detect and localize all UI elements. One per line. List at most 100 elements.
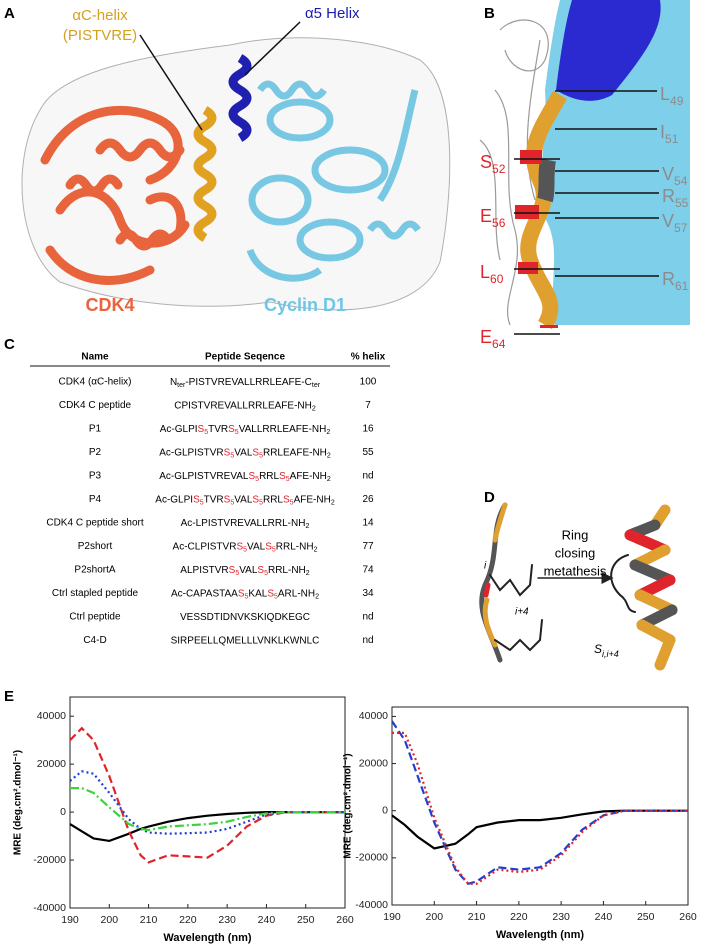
base-text: S — [265, 541, 272, 552]
subscript: 51 — [665, 132, 679, 146]
peptide-helix — [520, 91, 567, 330]
panel-label: B — [484, 5, 495, 22]
y-tick-label: 0 — [382, 804, 388, 816]
base-text: S — [248, 471, 255, 482]
subscript: 5 — [286, 476, 290, 483]
base-text: S — [224, 494, 231, 505]
subscript: 2 — [326, 429, 330, 436]
table-name: P2 — [89, 447, 102, 458]
subscript: 64 — [492, 337, 506, 351]
table-helix: nd — [362, 471, 373, 482]
table-helix: 14 — [362, 518, 374, 529]
subscript: 2 — [315, 594, 319, 601]
x-tick-label: 220 — [510, 911, 528, 923]
sequence-text: VAL — [234, 494, 253, 505]
residue-label: I51 — [660, 122, 679, 146]
cyclin-ribbon — [246, 80, 421, 282]
x-tick-label: 190 — [61, 914, 79, 926]
subscript: 49 — [670, 94, 684, 108]
base-text: S — [480, 152, 492, 172]
subscript: 5 — [272, 547, 276, 554]
sequence-text: RRL-N — [276, 541, 307, 552]
subscript: 5 — [255, 476, 259, 483]
sequence-text: VESSDTIDNVKSKIQDKEGC — [180, 612, 310, 623]
x-tick-label: 230 — [552, 911, 570, 923]
surface-b — [479, 0, 690, 330]
sequence-text: RRL — [263, 494, 283, 505]
subscript: 2 — [305, 523, 309, 530]
table-name: P3 — [89, 471, 102, 482]
reaction-label: metathesis — [544, 563, 607, 578]
base-text: R — [662, 269, 675, 289]
sequence-text: ARL-N — [278, 588, 308, 599]
base-text: S — [228, 424, 235, 435]
subscript: 52 — [492, 162, 506, 176]
panel-label: C — [4, 336, 15, 353]
residue-label: E56 — [480, 206, 506, 230]
y-tick-label: 20000 — [359, 757, 388, 769]
table-header: % helix — [351, 352, 386, 363]
base-text: S — [198, 424, 205, 435]
x-tick-label: 240 — [595, 911, 613, 923]
table-name: CDK4 C peptide short — [46, 518, 143, 529]
sequence-text: VAL — [247, 541, 266, 552]
subscript: 2 — [327, 453, 331, 460]
base-text: I — [660, 122, 665, 142]
position-i4: i+4 — [515, 607, 529, 618]
plot-frame — [391, 706, 689, 906]
sequence-text: Ac-CLPISTVR — [173, 541, 237, 552]
subscript: 57 — [674, 221, 688, 235]
alpha5-label: α5 Helix — [305, 5, 360, 22]
y-axis-title: MRE (deg.cm².dmol⁻¹) — [13, 750, 24, 855]
base-text: N — [170, 377, 177, 388]
base-text: R — [662, 186, 675, 206]
x-tick-label: 250 — [297, 914, 315, 926]
panel-label: A — [4, 5, 15, 22]
subscript: 2 — [331, 500, 335, 507]
table-sequence: Ac-GLPIS5TVRS5VALLRRLEAFE-NH2 — [160, 424, 331, 437]
subscript: ter — [177, 382, 186, 389]
sequence-text: CPISTVREVALLRRLEAFE-N — [174, 400, 304, 411]
x-tick-label: 210 — [468, 911, 486, 923]
product-label: Si,i+4 — [594, 642, 619, 659]
subscript: 2 — [306, 570, 310, 577]
base-text: H — [305, 400, 312, 411]
x-axis-title: Wavelength (nm) — [496, 929, 585, 941]
x-tick-label: 240 — [258, 914, 276, 926]
alpha-c-helix-ribbon — [193, 106, 217, 242]
table-sequence: VESSDTIDNVKSKIQDKEGC — [180, 612, 310, 623]
y-axis-title: MRE (deg.cm².dmol⁻¹) — [343, 753, 354, 858]
y-tick-label: 40000 — [359, 710, 388, 722]
sequence-text: VAL — [234, 447, 253, 458]
base-text: S — [236, 541, 243, 552]
table-name: Ctrl peptide — [69, 612, 121, 623]
table-sequence: ALPISTVRS5VALS5RRL-NH2 — [180, 565, 309, 578]
subscript: 5 — [245, 594, 249, 601]
sequence-text: Ac-GLPI — [155, 494, 193, 505]
sequence-text: RRL-N — [268, 565, 299, 576]
sequence-text: RRL — [259, 471, 279, 482]
y-tick-label: 0 — [60, 806, 66, 818]
table-name: CDK4 C peptide — [59, 400, 132, 411]
surface-outline — [21, 37, 451, 311]
residue-label: V54 — [662, 164, 688, 188]
table-name: P4 — [89, 494, 102, 505]
table-helix: 55 — [362, 447, 374, 458]
subscript: 5 — [204, 429, 208, 436]
base-text: S — [224, 447, 231, 458]
subscript: 5 — [230, 453, 234, 460]
subscript: i,i+4 — [602, 649, 619, 659]
table-name: P2shortA — [74, 565, 115, 576]
stapling-scheme — [479, 502, 678, 671]
base-text: H — [324, 494, 331, 505]
base-text: V — [662, 211, 674, 231]
panel-label: D — [484, 489, 495, 506]
table-header: Name — [81, 352, 109, 363]
table-name: CDK4 (αC-helix) — [58, 377, 131, 388]
x-axis-title: Wavelength (nm) — [163, 932, 252, 944]
table-sequence: CPISTVREVALLRRLEAFE-NH2 — [174, 400, 316, 413]
residue-label: R61 — [662, 269, 689, 293]
cd-line — [391, 720, 688, 886]
sequence-text: TVR — [208, 424, 228, 435]
sequence-text: Ac-GLPISTVREVAL — [159, 471, 249, 482]
